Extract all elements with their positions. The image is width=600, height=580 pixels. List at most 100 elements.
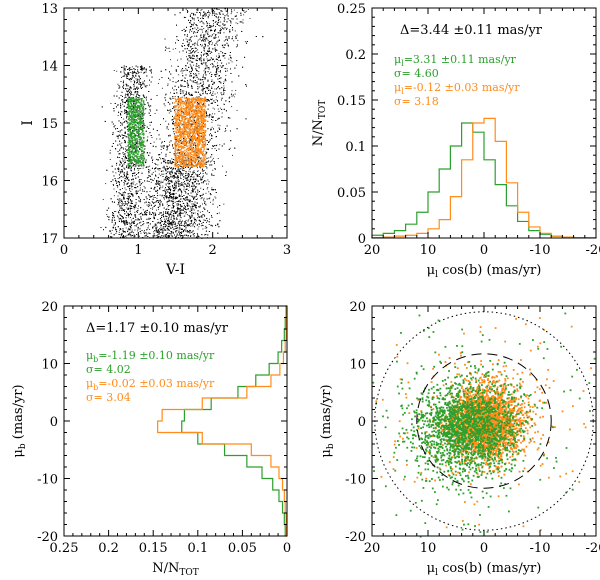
cmd-star-point [201, 215, 203, 217]
cmd-star-point [187, 185, 189, 187]
cmd-star-point [162, 232, 164, 234]
cmd-star-point [118, 201, 120, 203]
cmd-star-point [137, 173, 139, 174]
cmd-star-point [136, 116, 138, 118]
cmd-star-point [160, 180, 162, 182]
cmd-star-point [166, 203, 168, 205]
cmd-star-point [148, 225, 149, 227]
cmd-star-point [224, 53, 226, 55]
cmd-star-point [124, 187, 126, 189]
cmd-star-point [134, 172, 136, 174]
cmd-star-point [181, 209, 183, 211]
cmd-star-point [209, 59, 211, 61]
cmd-star-point [158, 78, 160, 80]
cmd-star-point [212, 159, 214, 161]
cmd-star-point [128, 216, 130, 218]
cmd-star-point [131, 76, 133, 78]
cmd-star-point [205, 70, 207, 72]
cmd-star-point [174, 228, 176, 230]
cmd-star-point [219, 125, 221, 127]
cmd-star-point [152, 227, 154, 229]
cmd-star-point [237, 39, 239, 41]
cmd-star-point [201, 84, 203, 86]
cmd-star-point [194, 43, 196, 45]
cmd-star-point [204, 162, 206, 164]
cmd-star-point [121, 193, 123, 195]
cmd-star-point [171, 211, 173, 213]
cmd-star-point [180, 210, 182, 212]
cmd-star-point [197, 171, 199, 172]
cmd-star-point [161, 152, 163, 154]
cmd-star-point [191, 80, 193, 82]
cmd-star-point [142, 167, 144, 169]
cmd-star-point [153, 217, 155, 219]
cmd-star-point [218, 60, 220, 62]
cmd-star-point [130, 234, 132, 236]
cmd-star-point [160, 186, 162, 188]
cmd-star-point [220, 50, 222, 52]
cmd-star-point [171, 158, 173, 160]
cmd-star-point [111, 229, 113, 231]
cmd-star-point [150, 110, 151, 112]
cmd-star-point [197, 123, 199, 125]
cmd-star-point [123, 118, 125, 120]
cmd-star-point [124, 183, 126, 185]
cmd-star-point [179, 225, 181, 227]
cmd-star-point [179, 214, 181, 216]
cmd-star-point [172, 232, 174, 234]
cmd-star-point [117, 195, 119, 197]
cmd-star-point [177, 209, 178, 211]
cmd-star-point [137, 208, 139, 210]
cmd-star-point [185, 69, 187, 71]
cmd-star-point [180, 70, 182, 72]
cmd-star-point [170, 234, 172, 236]
cmd-star-point [187, 158, 189, 160]
cmd-star-point [212, 157, 214, 159]
cmd-star-point [138, 72, 140, 73]
cmd-star-point [187, 173, 189, 175]
cmd-star-point [142, 69, 143, 71]
cmd-star-point [127, 134, 129, 136]
cmd-star-point [231, 61, 233, 63]
cmd-star-point [168, 166, 170, 168]
cmd-star-point [136, 193, 138, 195]
cmd-star-point [182, 209, 184, 211]
cmd-star-point [208, 181, 210, 183]
cmd-star-point [157, 83, 159, 84]
cmd-star-point [145, 210, 147, 211]
cmd-star-point [138, 182, 140, 184]
cmd-star-point [123, 230, 124, 232]
cmd-star-point [204, 227, 206, 229]
cmd-star-point [167, 85, 169, 87]
cmd-star-point [122, 147, 124, 149]
cmd-star-point [196, 65, 198, 67]
cmd-star-point [187, 45, 189, 46]
cmd-star-point [167, 180, 169, 182]
cmd-star-point [152, 208, 153, 210]
cmd-star-point [205, 204, 207, 206]
cmd-star-point [194, 181, 196, 183]
cmd-star-point [208, 223, 210, 225]
cmd-star-point [121, 162, 122, 164]
cmd-star-point [127, 147, 129, 149]
cmd-star-point [119, 199, 121, 201]
cmd-star-point [126, 77, 127, 79]
cmd-star-point [197, 180, 199, 182]
cmd-star-point [149, 212, 151, 214]
cmd-star-point [225, 75, 227, 76]
cmd-star-point [182, 167, 184, 169]
cmd-star-point [200, 167, 202, 169]
cmd-star-point [173, 131, 174, 133]
cmd-star-point [172, 77, 174, 79]
cmd-star-point [230, 22, 232, 24]
cmd-star-point [210, 133, 211, 135]
cmd-star-point [226, 68, 228, 70]
cmd-star-point [193, 205, 194, 207]
cmd-star-point [133, 204, 135, 206]
cmd-star-point [125, 75, 127, 77]
cmd-star-point [181, 96, 183, 98]
cmd-star-point [194, 27, 196, 29]
cmd-star-point [127, 93, 129, 95]
cmd-star-point [184, 223, 186, 224]
cmd-star-point [121, 111, 123, 113]
